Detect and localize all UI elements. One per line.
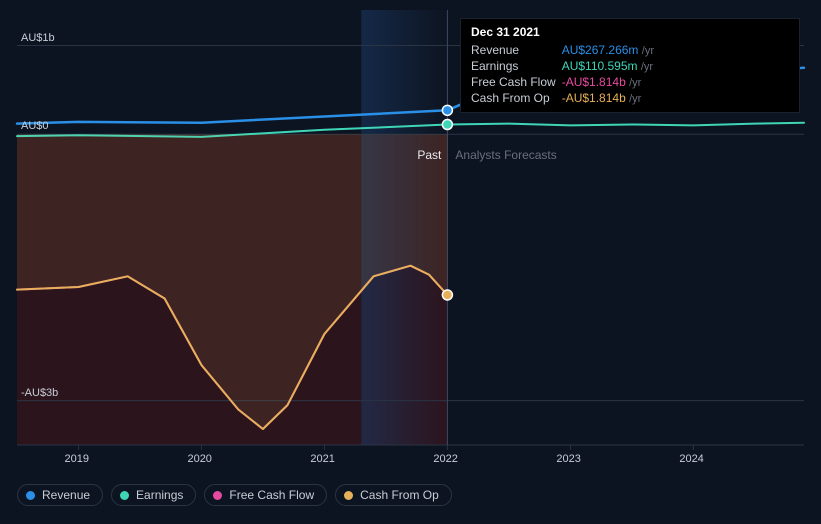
tooltip-row-label: Cash From Op xyxy=(471,90,562,106)
tooltip-row-value: -AU$1.814b /yr xyxy=(562,90,660,106)
tooltip-date: Dec 31 2021 xyxy=(471,25,789,39)
legend-item-fcf[interactable]: Free Cash Flow xyxy=(204,484,327,506)
legend-item-cfo[interactable]: Cash From Op xyxy=(335,484,452,506)
tooltip-row-value: AU$267.266m /yr xyxy=(562,42,660,58)
chart-container: Past Analysts Forecasts Dec 31 2021 Reve… xyxy=(0,0,821,524)
x-axis-label: 2022 xyxy=(433,453,457,465)
x-axis-label: 2023 xyxy=(556,453,580,465)
tooltip-row: Revenue AU$267.266m /yr xyxy=(471,42,660,58)
legend-swatch xyxy=(213,491,222,500)
x-axis-label: 2021 xyxy=(310,453,334,465)
legend: Revenue Earnings Free Cash Flow Cash Fro… xyxy=(17,484,452,506)
legend-swatch xyxy=(26,491,35,500)
legend-item-earnings[interactable]: Earnings xyxy=(111,484,196,506)
y-axis-label: -AU$3b xyxy=(21,387,58,399)
legend-item-revenue[interactable]: Revenue xyxy=(17,484,103,506)
tooltip-row-label: Free Cash Flow xyxy=(471,74,562,90)
x-axis-label: 2019 xyxy=(64,453,88,465)
y-axis-label: AU$1b xyxy=(21,32,55,44)
legend-item-label: Cash From Op xyxy=(360,488,439,502)
tooltip-row-label: Revenue xyxy=(471,42,562,58)
legend-swatch xyxy=(120,491,129,500)
x-axis-label: 2020 xyxy=(187,453,211,465)
tooltip-row-label: Earnings xyxy=(471,58,562,74)
tooltip: Dec 31 2021 Revenue AU$267.266m /yr Earn… xyxy=(460,18,800,113)
y-axis-label: AU$0 xyxy=(21,120,49,132)
tooltip-row: Earnings AU$110.595m /yr xyxy=(471,58,660,74)
tooltip-row: Free Cash Flow -AU$1.814b /yr xyxy=(471,74,660,90)
legend-item-label: Earnings xyxy=(136,488,183,502)
legend-item-label: Revenue xyxy=(42,488,90,502)
tooltip-table: Revenue AU$267.266m /yr Earnings AU$110.… xyxy=(471,42,660,106)
tooltip-row-value: -AU$1.814b /yr xyxy=(562,74,660,90)
section-label-forecast: Analysts Forecasts xyxy=(455,148,556,162)
x-axis-label: 2024 xyxy=(679,453,703,465)
legend-swatch xyxy=(344,491,353,500)
section-label-past: Past xyxy=(417,148,441,162)
tooltip-row-value: AU$110.595m /yr xyxy=(562,58,660,74)
tooltip-row: Cash From Op -AU$1.814b /yr xyxy=(471,90,660,106)
legend-item-label: Free Cash Flow xyxy=(229,488,314,502)
